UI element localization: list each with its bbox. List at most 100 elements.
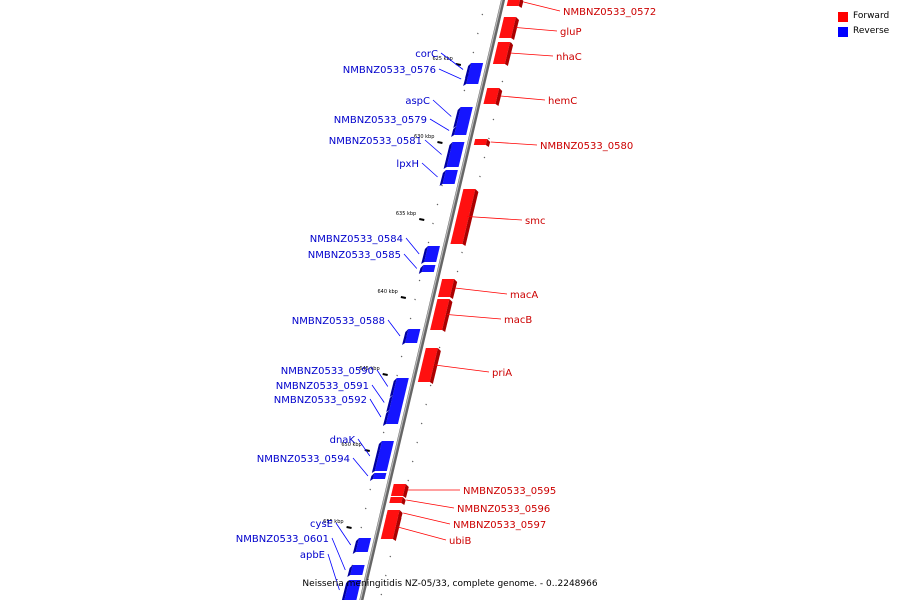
forward-gene-block <box>499 17 516 38</box>
scale-tick <box>455 63 462 66</box>
reverse-gene-label: NMBNZ0533_0585 <box>308 250 401 261</box>
forward-gene-leader <box>397 526 447 541</box>
minor-mark <box>384 574 387 577</box>
gene-block-shade <box>443 142 453 169</box>
minor-mark <box>409 317 412 320</box>
scale-tick <box>400 296 407 299</box>
forward-gene-leader <box>500 95 546 101</box>
forward-gene-block <box>483 88 500 104</box>
reverse-gene-block <box>344 580 362 600</box>
reverse-gene-block <box>446 142 465 167</box>
forward-gene-leader <box>515 27 558 32</box>
minor-mark <box>407 479 410 482</box>
reverse-gene-leader <box>432 99 452 117</box>
reverse-gene-leader <box>440 52 464 70</box>
reverse-gene-label: NMBNZ0533_0581 <box>329 136 422 147</box>
minor-mark <box>389 555 392 558</box>
reverse-gene-block <box>466 74 481 84</box>
minor-mark <box>432 222 434 225</box>
minor-mark <box>483 156 486 159</box>
reverse-gene-block <box>424 246 440 262</box>
reverse-gene-label: NMBNZ0533_0576 <box>343 65 436 76</box>
legend-reverse-label: Reverse <box>853 26 890 36</box>
minor-mark <box>436 203 439 206</box>
minor-mark <box>396 374 398 377</box>
minor-mark <box>425 403 428 406</box>
forward-gene-leader <box>467 216 523 221</box>
gene-block-shade <box>401 497 406 505</box>
scale-tick-label: 630 kbp <box>414 134 434 140</box>
minor-mark <box>461 251 463 254</box>
forward-gene-block <box>380 515 399 539</box>
forward-gene-block <box>473 139 488 145</box>
reverse-gene-label: NMBNZ0533_0579 <box>334 115 427 126</box>
forward-gene-block <box>417 348 438 382</box>
scale-tick <box>419 218 425 221</box>
forward-gene-label: NMBNZ0533_0596 <box>457 504 550 515</box>
forward-gene-label: NMBNZ0533_0595 <box>463 486 556 497</box>
minor-mark <box>400 355 403 358</box>
forward-gene-leader <box>406 499 455 509</box>
scale-tick-label: 645 kbp <box>359 366 379 372</box>
reverse-gene-label: dnaK <box>330 435 356 446</box>
gene-block-shade <box>386 395 393 412</box>
legend-reverse-swatch <box>838 26 848 37</box>
reverse-gene-block <box>389 395 405 410</box>
forward-gene-block <box>430 299 450 330</box>
minor-mark <box>441 184 443 187</box>
gene-block-shade <box>402 484 409 498</box>
reverse-gene-label: lpxH <box>396 159 419 170</box>
forward-gene-block <box>389 497 403 503</box>
scale-tick-label: 625 kbp <box>432 56 452 62</box>
reverse-gene-leader <box>405 237 420 255</box>
forward-gene-label: hemC <box>548 96 577 107</box>
scale-tick <box>437 141 443 144</box>
gene-block-shade <box>495 88 503 106</box>
scale-tick <box>346 526 352 529</box>
reverse-gene-block <box>405 329 421 343</box>
scale-tick-label: 650 kbp <box>341 442 361 448</box>
genome-caption: Neisseria meningitidis NZ-05/33, complet… <box>302 579 598 589</box>
reverse-gene-leader <box>403 253 418 269</box>
gene-block-shade <box>429 348 441 384</box>
minor-mark <box>492 118 495 121</box>
reverse-gene-block <box>355 538 372 552</box>
reverse-gene-label: NMBNZ0533_0584 <box>310 234 403 245</box>
genome-axis <box>359 0 506 600</box>
forward-gene-label: nhaC <box>556 52 582 63</box>
gene-block-shade <box>341 580 350 600</box>
forward-gene-leader <box>490 141 538 146</box>
gene-block-shade <box>511 17 519 40</box>
forward-gene-label: NMBNZ0533_0580 <box>540 141 633 152</box>
forward-gene-block <box>450 189 476 244</box>
gene-block-shade <box>382 410 390 426</box>
gene-block-shade <box>462 189 479 246</box>
reverse-gene-leader <box>429 118 450 131</box>
minor-mark <box>420 422 423 425</box>
gene-block-shade <box>485 139 491 147</box>
minor-mark <box>418 279 421 282</box>
reverse-gene-label: aspC <box>405 96 430 107</box>
reverse-gene-block <box>374 441 394 471</box>
forward-gene-label: NMBNZ0533_0572 <box>563 7 656 18</box>
minor-mark <box>380 593 383 596</box>
minor-mark <box>438 346 441 349</box>
gene-block-shade <box>389 378 397 397</box>
reverse-gene-leader <box>376 369 389 387</box>
minor-mark <box>369 488 372 491</box>
minor-mark <box>472 51 475 54</box>
minor-mark <box>501 80 504 83</box>
gene-block-shade <box>421 246 428 264</box>
minor-mark <box>416 441 419 444</box>
forward-gene-leader <box>523 1 561 12</box>
reverse-gene-block <box>454 126 469 135</box>
reverse-gene-leader <box>369 398 382 418</box>
gene-block-shade <box>439 170 446 186</box>
reverse-gene-label: corC <box>415 49 438 60</box>
reverse-gene-leader <box>421 162 438 178</box>
reverse-gene-label: NMBNZ0533_0592 <box>274 395 367 406</box>
minor-mark <box>411 460 414 463</box>
reverse-gene-label: NMBNZ0533_0594 <box>257 454 350 465</box>
forward-gene-label: macA <box>510 290 538 301</box>
